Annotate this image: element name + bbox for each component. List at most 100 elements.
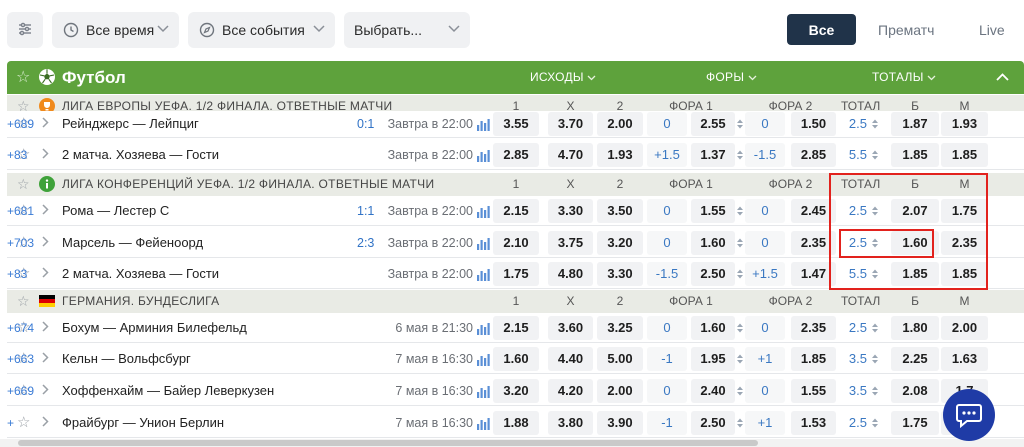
expand-chevron-right-icon[interactable] xyxy=(42,147,49,162)
total-switch-icon[interactable] xyxy=(871,237,879,249)
handicap-2-odd[interactable]: 1.53 xyxy=(791,411,836,435)
horizontal-scrollbar[interactable] xyxy=(0,439,1024,447)
favorite-star-icon[interactable]: ☆ xyxy=(17,115,31,132)
handicap-2-value[interactable]: 0 xyxy=(745,231,785,255)
favorite-star-icon[interactable]: ☆ xyxy=(17,382,31,399)
total-over-odd[interactable]: 1.80 xyxy=(891,316,939,340)
more-markets-link[interactable]: +83 xyxy=(7,148,28,162)
handicap-1-value[interactable]: 0 xyxy=(647,112,687,136)
handicap-1-value[interactable]: -1 xyxy=(647,411,687,435)
handicap-2-odd[interactable]: 1.55 xyxy=(791,379,836,403)
handicap-2-odd[interactable]: 2.85 xyxy=(791,143,836,167)
total-over-odd[interactable]: 2.25 xyxy=(891,347,939,371)
favorite-star-icon[interactable]: ☆ xyxy=(17,319,31,336)
odd-x[interactable]: 4.20 xyxy=(548,379,593,403)
handicap-1-odd[interactable]: 1.95 xyxy=(691,347,735,371)
total-under-odd[interactable]: 1.85 xyxy=(941,143,988,167)
total-over-odd[interactable]: 1.85 xyxy=(891,143,939,167)
favorite-star-icon[interactable]: ☆ xyxy=(17,202,31,219)
match-teams[interactable]: 2 матча. Хозяева — Гости xyxy=(62,266,220,281)
total-value[interactable]: 2.5 xyxy=(848,320,867,335)
match-row[interactable]: ☆ 2 матча. Хозяева — Гости Завтра в 22:00 2… xyxy=(7,140,1024,170)
odd-1[interactable]: 2.85 xyxy=(493,143,539,167)
total-under-odd[interactable]: 1.75 xyxy=(941,199,988,223)
odd-1[interactable]: 1.75 xyxy=(493,262,539,286)
expand-chevron-right-icon[interactable] xyxy=(42,116,49,131)
total-value[interactable]: 2.5 xyxy=(848,235,867,250)
total-value[interactable]: 3.5 xyxy=(848,351,867,366)
odd-1[interactable]: 2.15 xyxy=(493,316,539,340)
handicap-switch-icon[interactable] xyxy=(736,118,744,130)
odd-2[interactable]: 3.20 xyxy=(597,231,643,255)
total-switch-icon[interactable] xyxy=(871,149,879,161)
handicap-2-odd[interactable]: 2.45 xyxy=(791,199,836,223)
expand-chevron-right-icon[interactable] xyxy=(42,266,49,281)
total-value[interactable]: 2.5 xyxy=(848,415,867,430)
tab-all[interactable]: Все xyxy=(787,14,856,45)
total-over-odd[interactable]: 1.85 xyxy=(891,262,939,286)
handicap-1-odd[interactable]: 2.40 xyxy=(691,379,735,403)
total-value[interactable]: 5.5 xyxy=(848,147,867,162)
match-teams[interactable]: Хоффенхайм — Байер Леверкузен xyxy=(62,383,275,398)
match-teams[interactable]: Марсель — Фейеноорд xyxy=(62,235,204,250)
total-switch-icon[interactable] xyxy=(871,353,879,365)
total-value[interactable]: 5.5 xyxy=(848,266,867,281)
odd-x[interactable]: 3.70 xyxy=(548,112,593,136)
league-header[interactable]: ☆ ЛИГА КОНФЕРЕНЦИЙ УЕФА. 1/2 ФИНАЛА. ОТВЕ… xyxy=(7,173,1024,196)
handicap-2-value[interactable]: +1.5 xyxy=(745,262,785,286)
total-under-odd[interactable]: 1.63 xyxy=(941,347,988,371)
handicap-2-odd[interactable]: 1.50 xyxy=(791,112,836,136)
statistics-icon[interactable] xyxy=(477,206,490,218)
total-switch-icon[interactable] xyxy=(871,322,879,334)
odd-1[interactable]: 3.55 xyxy=(493,112,539,136)
handicap-1-value[interactable]: 0 xyxy=(647,379,687,403)
sport-col-totals[interactable]: ТОТАЛЫ xyxy=(872,61,936,94)
handicap-1-value[interactable]: 0 xyxy=(647,231,687,255)
statistics-icon[interactable] xyxy=(477,323,490,335)
odd-2[interactable]: 3.90 xyxy=(597,411,643,435)
total-under-odd[interactable]: 2.35 xyxy=(941,231,988,255)
total-switch-icon[interactable] xyxy=(871,118,879,130)
expand-chevron-right-icon[interactable] xyxy=(42,383,49,398)
tab-live[interactable]: Live xyxy=(979,21,1005,38)
handicap-1-odd[interactable]: 2.50 xyxy=(691,262,735,286)
match-row[interactable]: ☆ Марсель — Фейеноорд Завтра в 22:00 2:3 2.1… xyxy=(7,228,1024,258)
odd-1[interactable]: 1.60 xyxy=(493,347,539,371)
favorite-star-icon[interactable]: ☆ xyxy=(17,293,30,309)
handicap-2-value[interactable]: +1 xyxy=(745,411,785,435)
more-markets-link[interactable]: +674 xyxy=(7,321,35,335)
total-value[interactable]: 3.5 xyxy=(848,383,867,398)
favorite-star-icon[interactable]: ☆ xyxy=(17,234,31,251)
favorite-star-icon[interactable]: ☆ xyxy=(17,146,31,163)
total-switch-icon[interactable] xyxy=(871,205,879,217)
statistics-icon[interactable] xyxy=(477,354,490,366)
odd-2[interactable]: 1.93 xyxy=(597,143,643,167)
more-markets-link[interactable]: +83 xyxy=(7,267,28,281)
events-filter[interactable]: Все события xyxy=(188,12,335,48)
odd-1[interactable]: 3.20 xyxy=(493,379,539,403)
handicap-2-odd[interactable]: 1.85 xyxy=(791,347,836,371)
scrollbar-thumb[interactable] xyxy=(18,440,758,446)
sport-col-handicaps[interactable]: ФОРЫ xyxy=(706,61,757,94)
handicap-1-odd[interactable]: 1.37 xyxy=(691,143,735,167)
handicap-1-value[interactable]: -1.5 xyxy=(647,262,687,286)
match-row[interactable]: ☆ Рома — Лестер С Завтра в 22:00 1:1 2.15 3.3… xyxy=(7,196,1024,226)
handicap-switch-icon[interactable] xyxy=(736,385,744,397)
match-row[interactable]: ☆ Рейнджерс — Лейпциг Завтра в 22:00 0:1 3.5… xyxy=(7,111,1024,138)
favorite-star-icon[interactable]: ☆ xyxy=(17,98,30,114)
expand-chevron-right-icon[interactable] xyxy=(42,351,49,366)
odd-x[interactable]: 3.60 xyxy=(548,316,593,340)
total-under-odd[interactable]: 2.00 xyxy=(941,316,988,340)
handicap-switch-icon[interactable] xyxy=(736,322,744,334)
match-row[interactable]: ☆ Бохум — Арминия Билефельд 6 мая в 21:30 2… xyxy=(7,313,1024,343)
match-teams[interactable]: Рома — Лестер С xyxy=(62,203,170,218)
total-switch-icon[interactable] xyxy=(871,417,879,429)
handicap-1-odd[interactable]: 1.60 xyxy=(691,231,735,255)
statistics-icon[interactable] xyxy=(477,238,490,250)
statistics-icon[interactable] xyxy=(477,150,490,162)
total-over-odd[interactable]: 1.87 xyxy=(891,112,939,136)
handicap-1-odd[interactable]: 1.55 xyxy=(691,199,735,223)
more-markets-link[interactable]: + xyxy=(7,416,15,430)
odd-2[interactable]: 2.00 xyxy=(597,379,643,403)
expand-chevron-right-icon[interactable] xyxy=(42,203,49,218)
